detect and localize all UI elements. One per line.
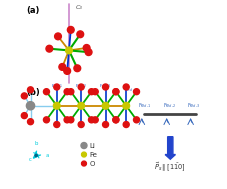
Text: b: b [34,141,38,146]
Circle shape [112,117,118,123]
Circle shape [64,117,70,123]
Circle shape [85,49,91,56]
Text: Fe$_{d,1}$: Fe$_{d,1}$ [138,101,151,109]
Circle shape [78,84,84,90]
Circle shape [77,102,84,109]
Circle shape [81,161,86,166]
Circle shape [88,89,94,95]
Circle shape [122,102,129,109]
Circle shape [123,84,129,90]
Text: Li: Li [89,143,95,149]
Circle shape [78,122,84,128]
Circle shape [64,89,70,95]
Circle shape [76,31,83,38]
Circle shape [27,87,33,93]
Text: Fe$_{d}$: Fe$_{d}$ [124,86,133,94]
FancyArrow shape [164,137,175,159]
Circle shape [112,117,118,123]
Text: a: a [46,153,49,158]
Circle shape [74,65,80,72]
Circle shape [133,89,139,95]
Text: c: c [28,157,31,162]
Circle shape [67,26,74,33]
Text: Fe$_{d,2}$: Fe$_{d,2}$ [162,101,176,109]
Circle shape [54,84,59,90]
Text: $\vec{P}_s \parallel [1\bar{1}0]$: $\vec{P}_s \parallel [1\bar{1}0]$ [154,161,185,174]
Circle shape [43,89,49,95]
Text: Fe$_{d,3}$: Fe$_{d,3}$ [99,82,111,90]
Circle shape [83,45,90,51]
Circle shape [53,102,60,109]
Text: O: O [89,160,95,167]
Circle shape [35,154,37,157]
Circle shape [92,117,98,123]
Text: Fe$_{d,1}$: Fe$_{d,1}$ [50,82,63,90]
Circle shape [43,117,49,123]
Circle shape [27,119,33,125]
Circle shape [21,93,27,99]
Circle shape [112,89,118,95]
Circle shape [26,102,35,110]
Circle shape [81,152,86,157]
Circle shape [54,122,59,128]
Circle shape [123,122,129,128]
Text: Fe$_{d,2}$: Fe$_{d,2}$ [75,82,87,90]
Circle shape [21,113,27,119]
Circle shape [46,45,52,52]
Text: Fe: Fe [89,152,97,158]
Circle shape [65,47,72,54]
Circle shape [68,89,74,95]
Circle shape [102,84,108,90]
Circle shape [68,117,74,123]
Circle shape [133,117,139,123]
Text: (a): (a) [26,6,39,15]
Circle shape [102,122,108,128]
Circle shape [59,64,65,70]
Text: Fe$_{d,3}$: Fe$_{d,3}$ [186,101,200,109]
Text: C₃: C₃ [75,5,82,10]
Circle shape [92,89,98,95]
Circle shape [88,117,94,123]
Circle shape [54,33,61,40]
Circle shape [112,89,118,95]
Circle shape [81,143,87,149]
Circle shape [64,68,70,74]
Circle shape [102,102,109,109]
Text: (b): (b) [26,88,39,97]
